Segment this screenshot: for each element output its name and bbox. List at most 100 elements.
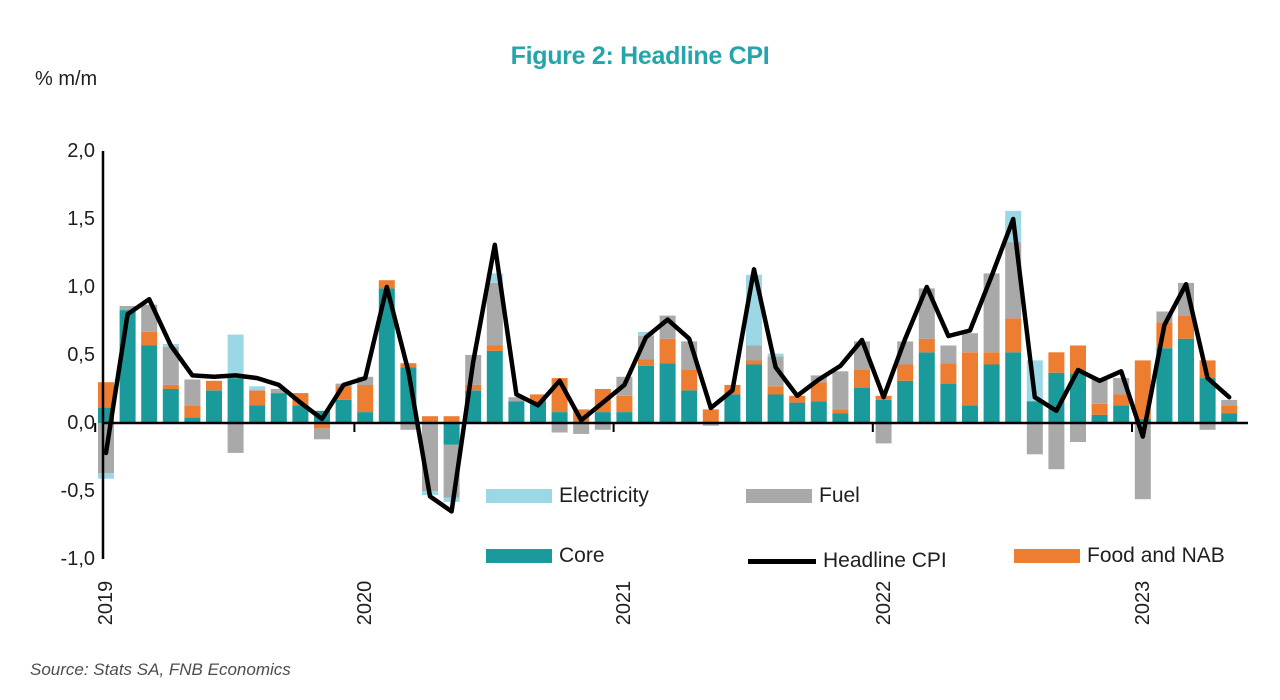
bar-segment-food_and_nab	[1091, 404, 1108, 415]
bar-segment-food_and_nab	[141, 331, 158, 346]
bar-segment-electricity	[486, 273, 503, 283]
bar-segment-food_and_nab	[962, 352, 978, 406]
bar-segment-fuel	[1199, 423, 1216, 430]
bar-segment-core	[767, 394, 784, 423]
bar-segment-fuel	[1091, 378, 1108, 404]
bar-segment-fuel	[875, 423, 892, 444]
bar-segment-core	[983, 364, 1000, 423]
bar-segment-core	[854, 387, 870, 423]
bar-segment-core	[530, 401, 546, 423]
bar-segment-food_and_nab	[746, 360, 762, 365]
bar-segment-fuel	[1048, 423, 1065, 470]
bar-segment-core	[227, 378, 244, 423]
bar-segment-food_and_nab	[1070, 345, 1086, 375]
bar-segment-fuel	[983, 273, 1000, 353]
bars-group	[98, 210, 1238, 502]
bar-segment-core	[1221, 413, 1238, 423]
bar-segment-food_and_nab	[983, 352, 1000, 365]
bar-segment-core	[1113, 405, 1130, 423]
x-year-label: 2019	[95, 580, 117, 626]
legend-label-core: Core	[559, 544, 605, 567]
bar-segment-core	[184, 417, 201, 423]
bar-segment-core	[1178, 338, 1194, 423]
bar-segment-core	[681, 390, 698, 423]
bar-segment-core	[594, 412, 611, 423]
bar-segment-food_and_nab	[789, 395, 806, 403]
bar-segment-food_and_nab	[1005, 318, 1022, 353]
bar-segment-fuel	[832, 371, 849, 410]
fuel-swatch-icon	[746, 489, 812, 503]
bar-segment-core	[1091, 414, 1108, 423]
bar-segment-core	[962, 405, 978, 423]
core-swatch-icon	[486, 549, 552, 563]
bar-segment-core	[1070, 374, 1086, 423]
bar-segment-core	[616, 412, 633, 423]
bar-segment-fuel	[357, 376, 374, 385]
bar-segment-food_and_nab	[443, 416, 460, 423]
bar-segment-core	[875, 399, 892, 423]
bar-segment-electricity	[638, 331, 654, 336]
bar-segment-core	[508, 401, 525, 423]
bar-segment-core	[292, 405, 309, 423]
bar-segment-core	[486, 350, 503, 423]
legend-item-food-and-nab: Food and NAB	[1014, 544, 1225, 568]
bar-segment-fuel	[508, 397, 525, 402]
y-tick-label: -0,5	[60, 480, 95, 502]
bar-segment-core	[638, 365, 654, 423]
bar-segment-core	[335, 399, 352, 423]
legend-label-food-and-nab: Food and NAB	[1087, 544, 1225, 567]
bar-segment-food_and_nab	[357, 384, 374, 413]
headline-cpi-line	[103, 216, 1232, 514]
bar-segment-food_and_nab	[422, 416, 438, 423]
headline-line-swatch-icon	[748, 558, 816, 564]
bar-segment-food_and_nab	[184, 405, 201, 418]
bar-segment-food_and_nab	[616, 395, 633, 413]
bar-segment-core	[206, 390, 222, 423]
bar-segment-food_and_nab	[940, 363, 957, 384]
bar-segment-fuel	[184, 379, 201, 406]
bar-segment-core	[659, 363, 676, 423]
bar-segment-food_and_nab	[162, 384, 179, 389]
bar-segment-core	[357, 412, 374, 423]
bar-segment-fuel	[551, 423, 568, 433]
bar-segment-food_and_nab	[1178, 315, 1194, 339]
bar-segment-core	[832, 413, 849, 423]
bar-segment-food_and_nab	[249, 390, 266, 406]
bar-segment-food_and_nab	[206, 380, 222, 391]
bar-segment-fuel	[962, 333, 978, 353]
bar-segment-electricity	[249, 386, 266, 391]
bar-segment-food_and_nab	[854, 370, 870, 388]
legend-item-core: Core	[486, 544, 605, 568]
bar-segment-fuel	[314, 428, 330, 440]
y-tick-label: 0,0	[67, 412, 95, 434]
y-tick-label: 0,5	[67, 344, 95, 366]
bar-segment-food_and_nab	[1113, 394, 1130, 406]
bar-segment-food_and_nab	[681, 370, 698, 391]
y-tick-label: 1,5	[67, 208, 95, 230]
bar-segment-food_and_nab	[378, 280, 395, 289]
bar-segment-core	[724, 394, 741, 423]
bar-segment-core	[940, 383, 957, 423]
legend-item-electricity: Electricity	[486, 484, 649, 508]
bar-segment-electricity	[767, 353, 784, 357]
y-tick-label: 1,0	[67, 276, 95, 298]
bar-segment-core	[1005, 352, 1022, 423]
bar-segment-fuel	[573, 423, 590, 434]
bar-segment-food_and_nab	[314, 423, 330, 429]
x-year-label: 2023	[1131, 580, 1154, 626]
bar-segment-food_and_nab	[810, 382, 827, 402]
bar-segment-core	[746, 364, 762, 423]
legend-label-fuel: Fuel	[819, 484, 860, 507]
x-year-label: 2020	[354, 580, 377, 626]
bar-segment-food_and_nab	[897, 364, 914, 381]
bar-segment-fuel	[227, 423, 244, 453]
bar-segment-electricity	[98, 473, 114, 479]
bar-segment-electricity	[227, 334, 244, 379]
bar-segment-food_and_nab	[465, 384, 482, 391]
bar-segment-food_and_nab	[832, 409, 849, 414]
bar-segment-fuel	[400, 423, 417, 430]
y-tick-label: 2,0	[67, 140, 95, 162]
bar-segment-food_and_nab	[638, 359, 654, 366]
